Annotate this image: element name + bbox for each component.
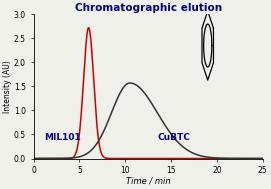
Title: Chromatographic elution: Chromatographic elution	[75, 3, 222, 13]
Text: MIL101: MIL101	[45, 133, 81, 142]
Text: CuBTC: CuBTC	[157, 133, 190, 142]
X-axis label: Time / min: Time / min	[126, 177, 170, 186]
Y-axis label: Intensity (AU): Intensity (AU)	[4, 60, 12, 113]
